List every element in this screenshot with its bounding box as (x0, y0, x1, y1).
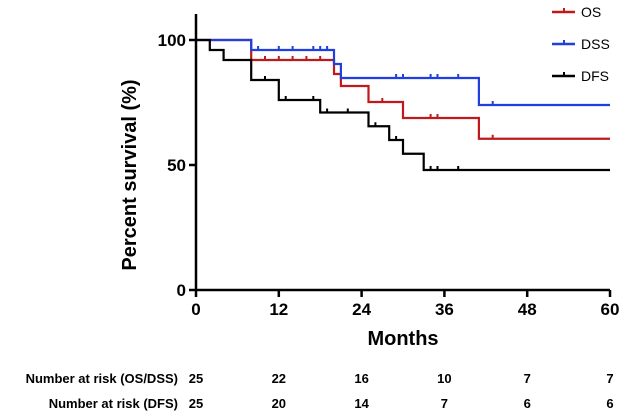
series-line-dss (196, 38, 610, 107)
legend-label: DSS (581, 36, 610, 52)
legend-item-os: OS (552, 4, 601, 20)
risk-row-label: Number at risk (OS/DSS) (26, 371, 178, 386)
series-layer (196, 38, 610, 172)
legend-item-dss: DSS (552, 36, 610, 52)
series-dss (196, 38, 610, 107)
risk-row: Number at risk (DFS) 25 20 14 7 6 6 (49, 396, 614, 411)
risk-value: 22 (272, 371, 286, 386)
risk-value: 7 (606, 371, 613, 386)
y-axis-title: Percent survival (%) (119, 79, 141, 270)
series-line-dfs (196, 38, 610, 172)
risk-value: 20 (272, 396, 286, 411)
risk-value: 7 (524, 371, 531, 386)
risk-table: Number at risk (OS/DSS) 25 22 16 10 7 7Number … (26, 371, 614, 411)
axes: 0 50 100 0 12 24 36 48 60 (158, 14, 620, 319)
x-tick-label: 0 (191, 300, 200, 319)
x-tick-label: 48 (518, 300, 537, 319)
x-tick-label: 12 (269, 300, 288, 319)
series-os (196, 38, 610, 140)
risk-value: 25 (189, 396, 203, 411)
x-axis-title: Months (367, 328, 438, 350)
series-line-os (196, 38, 610, 140)
risk-value: 7 (441, 396, 448, 411)
y-tick-label: 0 (177, 281, 186, 300)
series-dfs (196, 38, 610, 172)
risk-value: 6 (524, 396, 531, 411)
risk-row: Number at risk (OS/DSS) 25 22 16 10 7 7 (26, 371, 614, 386)
legend-label: DFS (581, 68, 609, 84)
risk-value: 10 (437, 371, 451, 386)
legend-label: OS (581, 4, 601, 20)
risk-value: 14 (354, 396, 369, 411)
legend-item-dfs: DFS (552, 68, 609, 84)
y-tick-label: 100 (158, 31, 186, 50)
risk-row-label: Number at risk (DFS) (49, 396, 178, 411)
risk-value: 16 (354, 371, 368, 386)
risk-value: 6 (606, 396, 613, 411)
x-tick-label: 36 (435, 300, 454, 319)
y-tick-label: 50 (167, 156, 186, 175)
risk-value: 25 (189, 371, 203, 386)
x-tick-label: 60 (601, 300, 620, 319)
x-tick-label: 24 (352, 300, 371, 319)
legend: OS DSS DFS (552, 4, 610, 84)
